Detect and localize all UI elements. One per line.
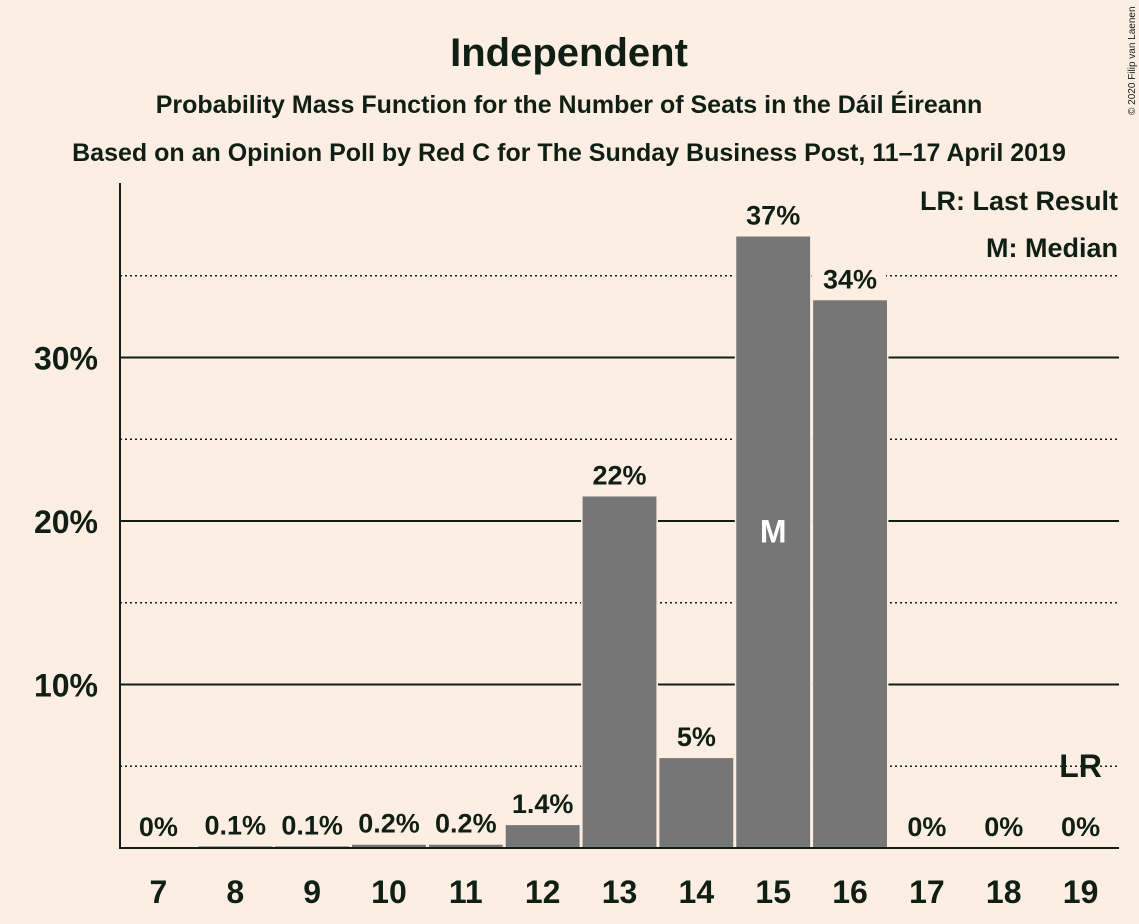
value-label: 0% (984, 812, 1023, 842)
value-label-bg (1044, 808, 1117, 842)
x-tick-label: 18 (986, 874, 1022, 910)
x-tick-label: 19 (1063, 874, 1099, 910)
value-label-bg (814, 260, 887, 295)
y-tick-label: 10% (34, 668, 98, 704)
value-label-bg (737, 196, 810, 231)
chart-subtitle-source: Based on an Opinion Poll by Red C for Th… (72, 139, 1066, 167)
value-label: 0% (139, 812, 178, 842)
value-label: 0% (1061, 812, 1100, 842)
bar (659, 758, 734, 848)
x-tick-label: 11 (449, 874, 483, 910)
value-label-bg (352, 804, 425, 839)
x-tick-labels: 7 8 9 10 11 12 13 14 15 16 17 18 19 (150, 874, 1099, 910)
value-label: 0.1% (281, 810, 343, 840)
value-label: 34% (823, 264, 877, 294)
chart-subtitle: Probability Mass Function for the Number… (156, 90, 983, 119)
x-tick-label: 12 (525, 874, 561, 910)
x-tick-label: 16 (832, 874, 868, 910)
bar (736, 236, 811, 848)
x-tick-label: 8 (226, 874, 244, 910)
value-label-bg (967, 808, 1040, 842)
median-marker: M (760, 513, 787, 549)
value-label: 5% (677, 722, 716, 752)
value-label-bg (276, 806, 349, 841)
x-tick-label: 17 (909, 874, 945, 910)
value-label: 0% (907, 812, 946, 842)
value-label: 22% (592, 460, 646, 490)
bars (120, 235, 1119, 848)
x-tick-label: 13 (602, 874, 638, 910)
value-label-bg (429, 804, 502, 839)
value-label-bg (199, 806, 272, 841)
x-tick-label: 9 (303, 874, 321, 910)
copyright-notice: © 2020 Filip van Laenen (1127, 6, 1138, 115)
chart-title: Independent (450, 31, 688, 75)
y-tick-labels: 10% 20% 30% (34, 341, 98, 704)
value-label-bg (583, 456, 656, 491)
bar (428, 844, 503, 848)
x-tick-label: 7 (150, 874, 168, 910)
value-label: 37% (746, 201, 800, 231)
y-tick-label: 30% (34, 341, 98, 377)
bar (582, 496, 657, 848)
value-labels: 0% 0.1% 0.1% 0.2% 0.2% 1.4% 22% 5% 37% M 34% 0% 0% 0%… (122, 196, 1117, 842)
bar (505, 825, 580, 848)
value-label-bg (506, 785, 579, 820)
gridlines (120, 275, 1119, 767)
y-tick-label: 20% (34, 504, 98, 540)
x-tick-label: 10 (371, 874, 407, 910)
last-result-marker: LR (1059, 748, 1102, 784)
x-tick-label: 15 (755, 874, 791, 910)
value-label-bg (122, 808, 195, 842)
value-label-bg (660, 718, 733, 753)
x-tick-label: 14 (679, 874, 715, 910)
bar (352, 844, 426, 848)
value-label-bg (890, 808, 963, 842)
value-label: 0.2% (435, 809, 497, 839)
legend-median: M: Median (986, 233, 1118, 263)
value-label: 1.4% (512, 789, 574, 819)
value-label: 0.1% (204, 810, 266, 840)
legend-last-result: LR: Last Result (920, 186, 1118, 216)
bar (813, 300, 887, 848)
value-label: 0.2% (358, 809, 420, 839)
